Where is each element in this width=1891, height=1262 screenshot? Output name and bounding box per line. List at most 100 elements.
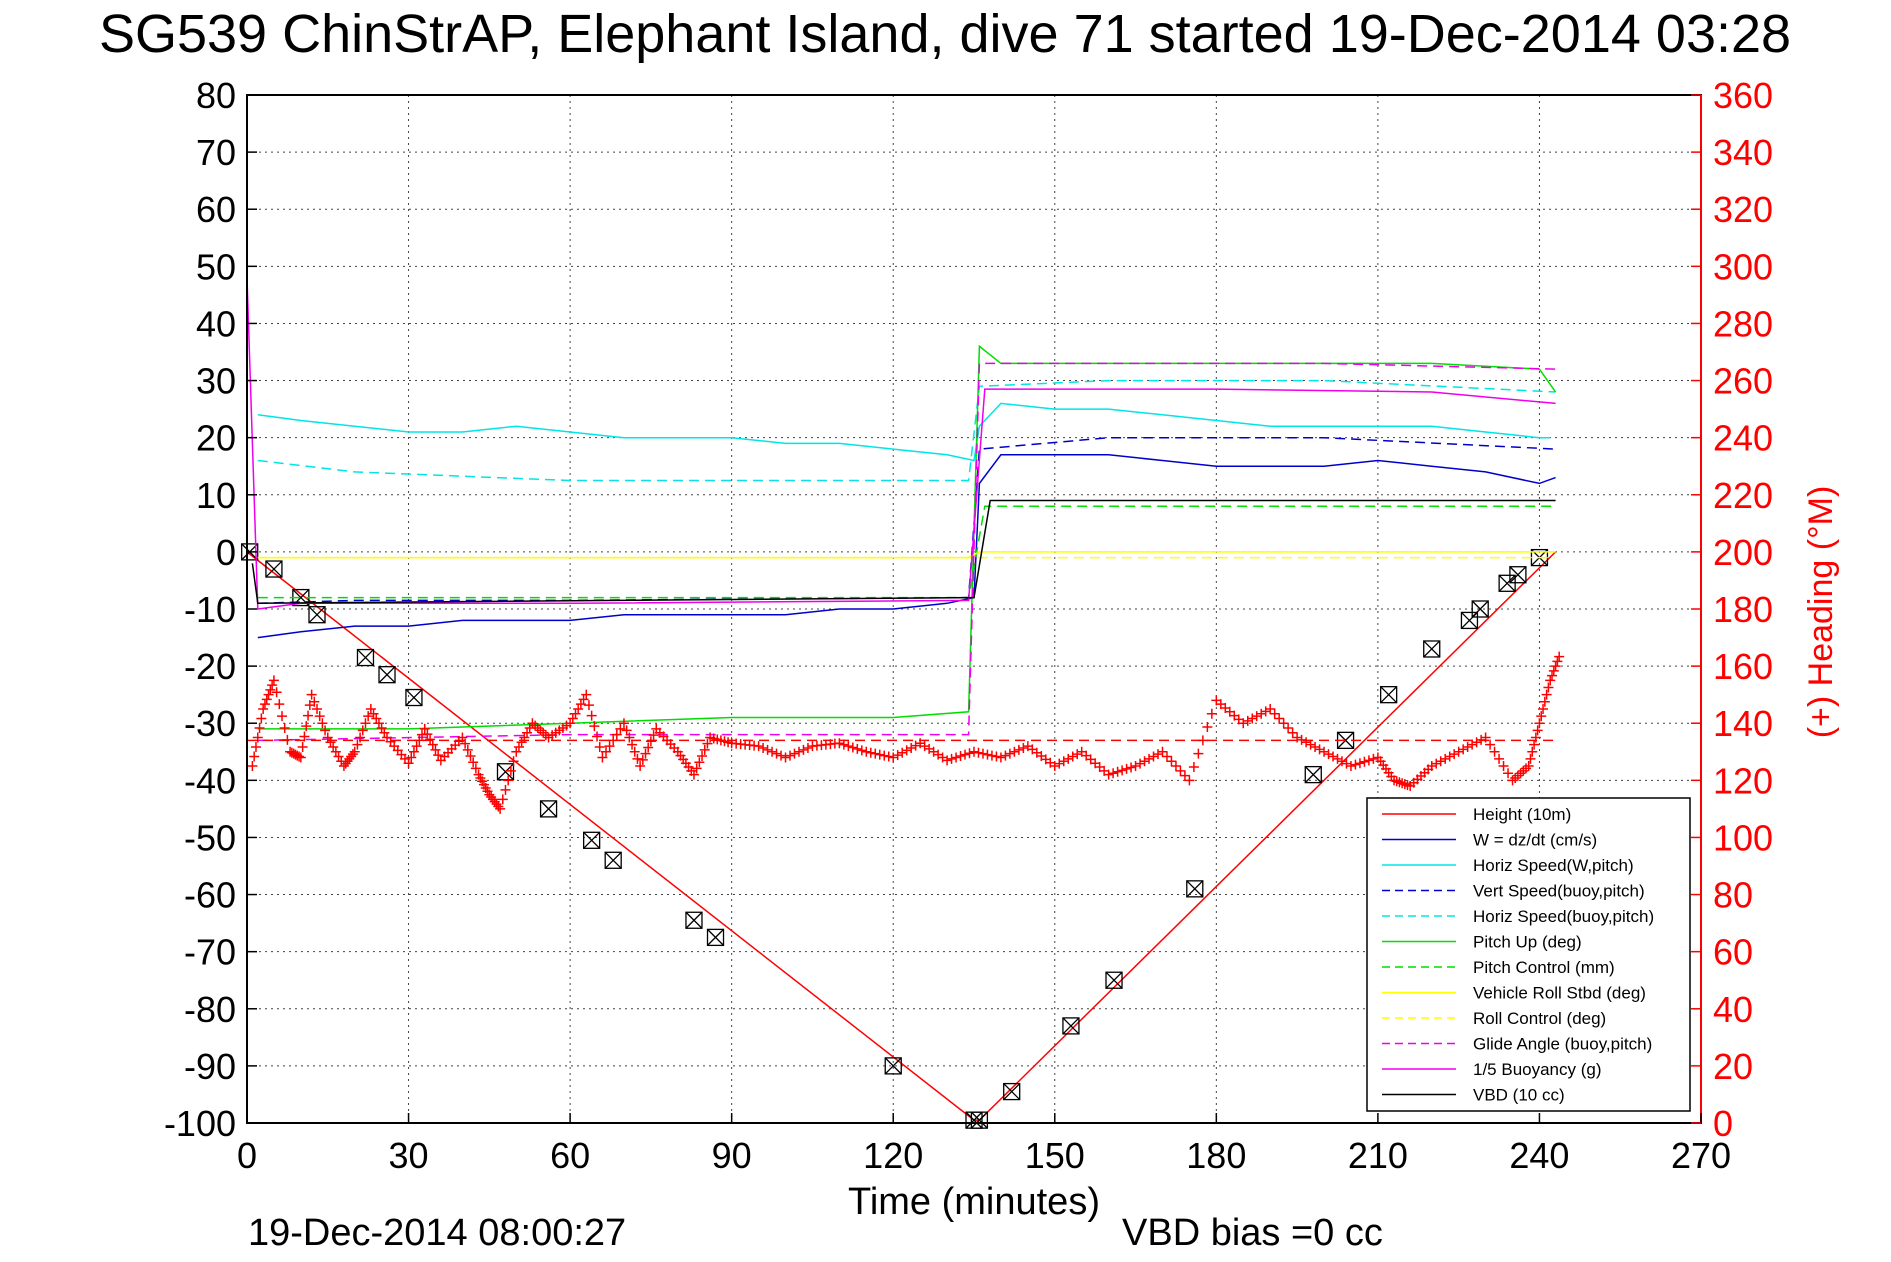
heading-point (503, 775, 514, 786)
heading-point (1305, 739, 1316, 750)
heading-point (1534, 718, 1545, 729)
x-tick-label: 0 (237, 1135, 257, 1176)
heading-point (586, 710, 597, 721)
y-tick-label: -70 (184, 932, 236, 973)
heading-point (425, 734, 436, 745)
heading-point (1188, 762, 1199, 773)
heading-point (601, 746, 612, 757)
heading-point (624, 732, 635, 743)
heading-point (618, 718, 629, 729)
heading-point (1336, 756, 1347, 767)
y2-tick-label: 60 (1713, 932, 1753, 973)
heading-point (1494, 753, 1505, 764)
heading-point (589, 721, 600, 732)
heading-point (1247, 713, 1258, 724)
heading-point (1130, 761, 1141, 772)
heading-point (1503, 768, 1514, 779)
heading-point (254, 722, 265, 733)
heading-point (1269, 708, 1280, 719)
heading-point (1359, 756, 1370, 767)
heading-point (627, 739, 638, 750)
heading-point (1166, 756, 1177, 767)
height-marker-cross (707, 928, 724, 946)
heading-point (1135, 758, 1146, 769)
legend-label: Height (10m) (1473, 805, 1571, 824)
heading-point (349, 746, 360, 757)
height-marker (1304, 765, 1322, 784)
heading-point (422, 729, 433, 740)
height-marker-cross (970, 1111, 988, 1129)
heading-point (265, 684, 276, 695)
heading-point (1350, 759, 1361, 770)
heading-point (604, 741, 615, 752)
legend-label: Pitch Control (mm) (1473, 958, 1615, 977)
height-marker (1186, 880, 1204, 898)
heading-point (688, 769, 699, 780)
heading-point (942, 755, 953, 766)
heading-point (1292, 732, 1303, 743)
heading-point (643, 742, 654, 753)
y-tick-label: -90 (184, 1046, 236, 1087)
heading-point (314, 711, 325, 722)
height-marker (1380, 686, 1398, 704)
heading-point (699, 744, 710, 755)
y2-tick-label: 20 (1713, 1046, 1753, 1087)
heading-point (648, 730, 659, 741)
series-pitch-up-deg (257, 344, 1557, 730)
y-tick-label: -60 (184, 875, 236, 916)
heading-point (973, 747, 984, 758)
heading-point (263, 689, 274, 700)
heading-point (637, 754, 648, 765)
heading-point (419, 723, 430, 734)
heading-point (1238, 718, 1249, 729)
heading-point (247, 761, 258, 772)
heading-point (1440, 753, 1451, 764)
heading-point (267, 680, 278, 691)
heading-point (430, 744, 441, 755)
y-tick-label: -100 (164, 1103, 236, 1144)
legend: Height (10m) W = dz/dt (cm/s) Horiz Speed(… (1366, 797, 1691, 1112)
heading-point (1554, 651, 1565, 662)
y-tick-label: 60 (196, 189, 236, 230)
heading-point (1323, 749, 1334, 760)
heading-point (861, 746, 872, 757)
heading-point (1179, 770, 1190, 781)
x-tick-label: 90 (712, 1135, 752, 1176)
y2-tick-label: 320 (1713, 189, 1773, 230)
heading-point (1363, 755, 1374, 766)
heading-point (297, 742, 308, 753)
heading-point (1278, 718, 1289, 729)
height-marker (685, 911, 703, 929)
legend-label: 1/5 Buoyancy (g) (1473, 1060, 1602, 1079)
heading-point (883, 751, 894, 762)
heading-point (279, 722, 290, 733)
series-1-5-buoyancy-g (246, 277, 1556, 610)
heading-point (403, 758, 414, 769)
heading-point (879, 750, 890, 761)
heading-point (294, 751, 305, 762)
heading-point (780, 752, 791, 763)
heading-point (910, 740, 921, 751)
heading-point (1206, 708, 1217, 719)
heading-point (277, 711, 288, 722)
heading-point (583, 700, 594, 711)
heading-point (1148, 751, 1159, 762)
heading-point (753, 741, 764, 752)
heading-point (256, 713, 267, 724)
height-marker (308, 606, 326, 624)
heading-point (1471, 737, 1482, 748)
heading-point (1485, 739, 1496, 750)
heading-point (1004, 748, 1015, 759)
legend-box (1366, 797, 1691, 1112)
heading-point (838, 739, 849, 750)
heading-point (1067, 751, 1078, 762)
heading-point (274, 699, 285, 710)
height-marker-cross (1380, 686, 1398, 704)
height-marker-cross (378, 666, 396, 684)
heading-point (802, 742, 813, 753)
y2-tick-label: 160 (1713, 646, 1773, 687)
heading-point (592, 731, 603, 742)
heading-point (1112, 766, 1123, 777)
heading-point (621, 725, 632, 736)
heading-point (1126, 762, 1137, 773)
